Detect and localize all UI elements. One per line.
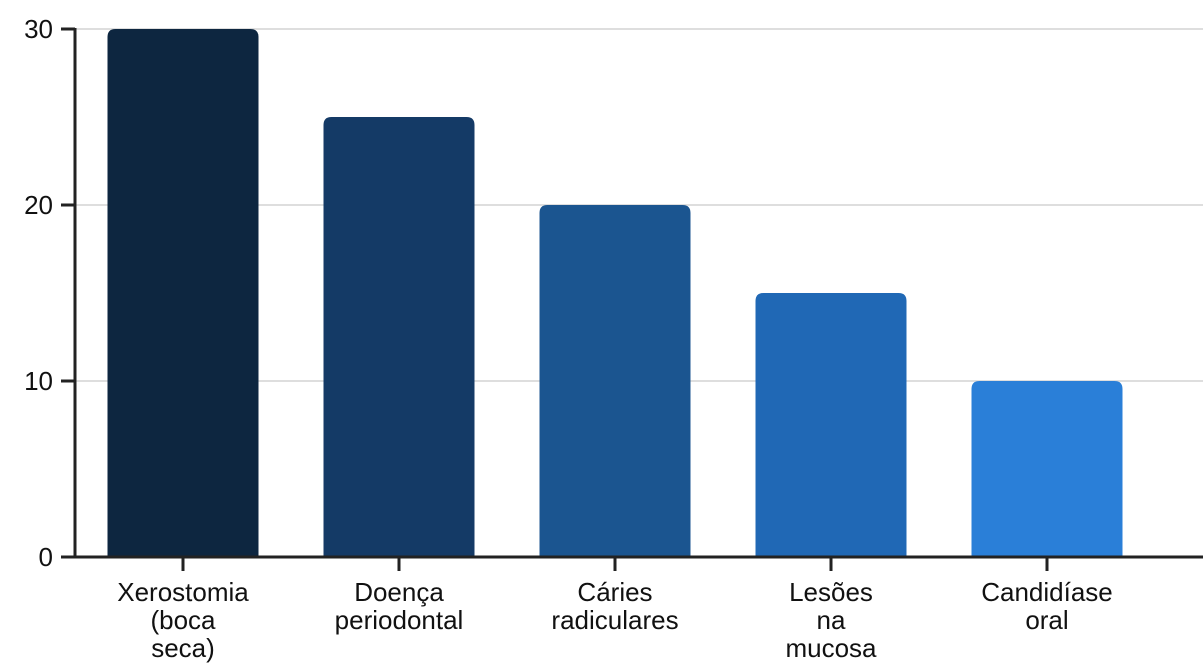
y-tick-label: 10 — [24, 366, 53, 396]
bar — [323, 117, 475, 557]
x-tick-label-line: Lesões — [789, 577, 873, 607]
x-tick-label: Doença periodontal — [335, 577, 464, 635]
y-tick-label: 30 — [24, 14, 53, 44]
x-tick-label: Xerostomia (boca seca) — [117, 577, 249, 663]
axes — [73, 28, 1203, 559]
x-tick-label-line: Candidíase — [981, 577, 1113, 607]
x-tick-label-line: seca) — [151, 633, 215, 663]
y-axis-ticks: 0 10 20 30 — [24, 14, 75, 572]
y-tick-label: 0 — [39, 542, 53, 572]
x-tick-label-line: radiculares — [551, 605, 678, 635]
x-tick-label-line: na — [817, 605, 846, 635]
bar — [755, 293, 907, 557]
x-tick-label-line: (boca — [150, 605, 216, 635]
bars — [107, 29, 1123, 557]
bar — [539, 205, 691, 557]
y-tick-label: 20 — [24, 190, 53, 220]
x-tick-label-line: Cáries — [577, 577, 652, 607]
x-tick-label: Candidíase oral — [981, 577, 1113, 635]
x-tick-label-line: Xerostomia — [117, 577, 249, 607]
x-axis-ticks: Xerostomia (boca seca) Doença periodontal Cár… — [117, 557, 1113, 663]
x-tick-label: Lesões na mucosa — [785, 577, 877, 663]
x-tick-label-line: Doença — [354, 577, 444, 607]
x-tick-label: Cáries radiculares — [551, 577, 678, 635]
x-tick-label-line: oral — [1025, 605, 1068, 635]
bar — [107, 29, 259, 557]
x-tick-label-line: mucosa — [785, 633, 877, 663]
bar — [971, 381, 1123, 557]
x-tick-label-line: periodontal — [335, 605, 464, 635]
